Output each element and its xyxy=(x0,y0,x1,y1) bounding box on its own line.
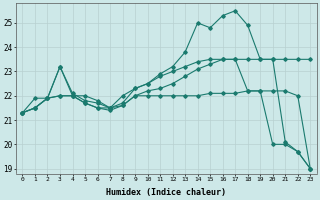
X-axis label: Humidex (Indice chaleur): Humidex (Indice chaleur) xyxy=(106,188,226,197)
